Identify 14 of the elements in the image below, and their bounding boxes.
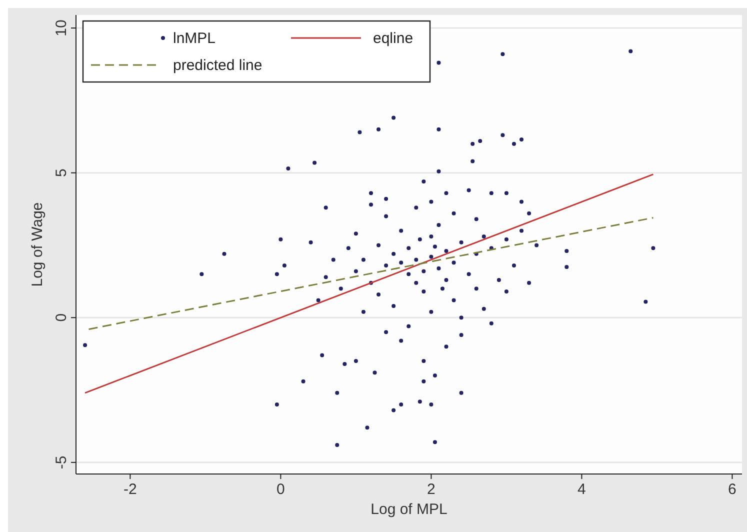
y-axis-title: Log of Wage <box>29 202 46 287</box>
legend-label: predicted line <box>173 57 262 74</box>
legend-label: lnMPL <box>173 30 216 47</box>
y-tick-label: 5 <box>53 168 70 177</box>
y-tick-label: 0 <box>53 313 70 322</box>
x-axis-title: Log of MPL <box>370 501 448 518</box>
y-tick-label: -5 <box>53 456 70 470</box>
x-tick-label: -2 <box>124 481 137 498</box>
x-tick-label: 2 <box>427 481 436 498</box>
legend-label: eqline <box>373 30 414 47</box>
x-tick-label: 6 <box>728 481 736 498</box>
x-tick-label: 0 <box>276 481 285 498</box>
y-tick-label: 10 <box>53 20 70 36</box>
x-tick-label: 4 <box>578 481 586 498</box>
